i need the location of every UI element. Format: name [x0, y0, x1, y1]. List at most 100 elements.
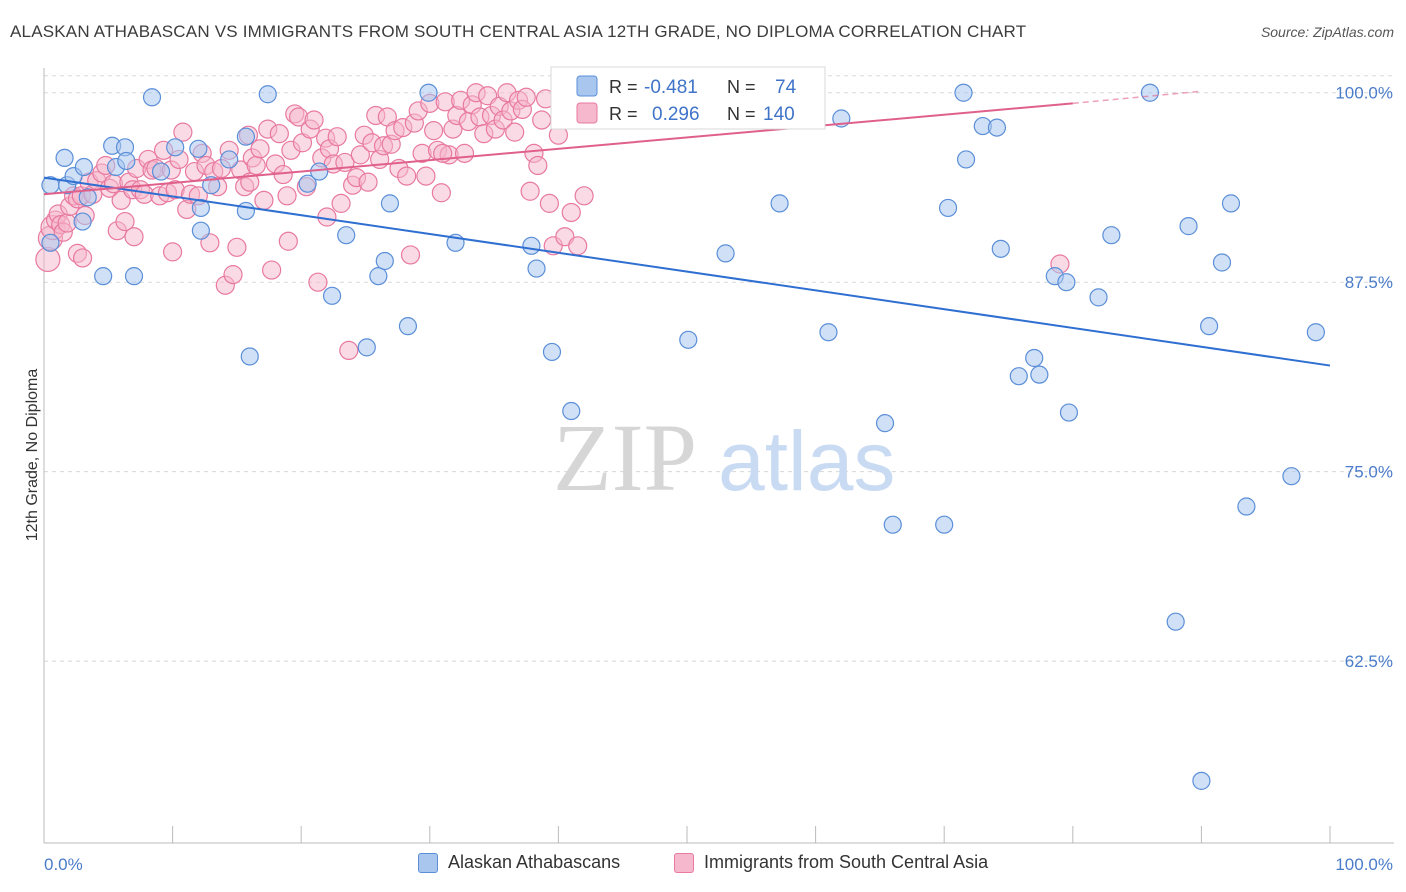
scatter-point-athabascans — [189, 139, 208, 158]
scatter-point-athabascans — [1221, 194, 1241, 213]
scatter-point-immigrants — [115, 211, 135, 232]
legend-r-value: -0.481 — [644, 77, 698, 98]
scatter-point-athabascans — [1025, 348, 1044, 368]
scatter-point-immigrants — [223, 265, 243, 285]
scatter-point-athabascans — [357, 338, 376, 357]
scatter-point-athabascans — [55, 148, 74, 168]
y-tick-label: 75.0% — [1345, 463, 1393, 482]
scatter-point-athabascans — [419, 83, 438, 102]
legend-bottom: Alaskan Athabascans Immigrants from Sout… — [0, 852, 1406, 878]
scatter-point-immigrants — [454, 143, 475, 163]
scatter-point-athabascans — [1282, 467, 1301, 486]
scatter-point-immigrants — [561, 202, 581, 223]
scatter-point-immigrants — [516, 87, 536, 107]
scatter-point-athabascans — [1140, 83, 1160, 102]
legend-label: Alaskan Athabascans — [448, 852, 621, 872]
scatter-point-immigrants — [339, 340, 359, 361]
scatter-point-immigrants — [431, 183, 451, 203]
scatter-point-immigrants — [539, 193, 559, 213]
scatter-point-immigrants — [163, 242, 183, 262]
legend-item-athabascans: Alaskan Athabascans — [418, 852, 620, 873]
watermark: ZIP atlas — [553, 404, 895, 511]
x-tick-label: 0.0% — [44, 855, 83, 874]
scatter-point-athabascans — [935, 515, 954, 534]
scatter-point-immigrants — [262, 260, 282, 280]
scatter-point-athabascans — [1089, 288, 1108, 307]
scatter-point-immigrants — [400, 245, 421, 265]
scatter-point-immigrants — [269, 124, 289, 144]
scatter-point-athabascans — [716, 244, 735, 263]
legend-item-immigrants: Immigrants from South Central Asia — [674, 852, 988, 873]
scatter-point-athabascans — [679, 330, 698, 349]
scatter-point-athabascans — [562, 401, 581, 421]
scatter-point-athabascans — [398, 317, 418, 336]
scatter-point-athabascans — [938, 198, 958, 218]
legend-label: Immigrants from South Central Asia — [704, 852, 989, 872]
scatter-point-athabascans — [1057, 273, 1076, 292]
y-tick-label: 87.5% — [1345, 273, 1393, 292]
scatter-point-athabascans — [94, 267, 113, 286]
scatter-point-athabascans — [819, 323, 838, 342]
scatter-point-athabascans — [166, 138, 185, 157]
watermark-atlas: atlas — [718, 414, 895, 508]
scatter-point-immigrants — [568, 236, 588, 256]
scatter-point-immigrants — [250, 139, 270, 159]
scatter-point-immigrants — [304, 110, 324, 130]
x-tick-label: 100.0% — [1335, 855, 1393, 874]
trend-line-immigrants — [43, 102, 1073, 196]
scatter-point-athabascans — [883, 515, 902, 534]
legend-r-label: R = — [609, 104, 638, 124]
scatter-point-athabascans — [1306, 323, 1325, 342]
legend-n-value: 74 — [775, 77, 797, 98]
scatter-point-athabascans — [527, 259, 546, 278]
scatter-point-immigrants — [505, 122, 525, 142]
scatter-point-athabascans — [73, 212, 92, 231]
scatter-point-immigrants — [227, 237, 247, 257]
scatter-point-immigrants — [358, 172, 378, 192]
scatter-point-athabascans — [1192, 771, 1211, 790]
chart-source: Source: ZipAtlas.com — [1260, 24, 1394, 40]
scatter-point-immigrants — [173, 122, 193, 142]
scatter-point-athabascans — [202, 176, 221, 195]
y-axis-label: 12th Grade, No Diploma — [24, 369, 41, 542]
scatter-point-immigrants — [350, 145, 370, 165]
trend-lines — [43, 90, 1331, 367]
scatter-point-athabascans — [770, 194, 789, 213]
trend-line-athabascans — [43, 176, 1331, 367]
scatter-point-athabascans — [78, 188, 97, 207]
legend-n-label: N = — [727, 77, 756, 97]
scatter-point-athabascans — [240, 347, 259, 366]
scatter-point-immigrants — [532, 110, 552, 130]
scatter-point-athabascans — [875, 414, 895, 433]
legend-n-value: 140 — [763, 104, 795, 125]
scatter-point-immigrants — [331, 193, 351, 213]
scatter-point-immigrants — [277, 186, 297, 206]
scatter-point-athabascans — [41, 233, 60, 252]
scatter-point-athabascans — [142, 88, 162, 107]
scatter-point-athabascans — [191, 198, 210, 218]
scatter-point-immigrants — [240, 172, 260, 192]
scatter-point-athabascans — [522, 236, 541, 255]
scatter-point-athabascans — [1059, 403, 1079, 422]
scatter-point-immigrants — [520, 181, 540, 201]
scatter-point-immigrants — [308, 272, 328, 292]
scatter-point-immigrants — [317, 207, 337, 227]
tick-labels: 62.5% 75.0% 87.5% 100.0% 0.0% 100.0% — [44, 84, 1393, 874]
legend-top: R = -0.481 N = 74 R = 0.296 N = 140 — [550, 66, 826, 130]
scatter-point-athabascans — [375, 251, 394, 271]
scatter-point-immigrants — [327, 127, 347, 147]
scatter-point-athabascans — [74, 157, 93, 177]
scatter-point-athabascans — [1030, 365, 1049, 384]
scatter-point-athabascans — [298, 174, 317, 193]
trend-line-immigrants-extension — [1072, 90, 1202, 105]
scatter-point-immigrants — [424, 121, 444, 141]
legend-swatch-blue — [576, 75, 598, 97]
series-athabascans-points — [41, 83, 1325, 790]
scatter-point-athabascans — [220, 150, 239, 169]
scatter-point-immigrants — [254, 190, 274, 210]
scatter-point-immigrants — [416, 166, 436, 186]
scatter-point-athabascans — [191, 221, 210, 240]
scatter-point-immigrants — [124, 227, 144, 247]
scatter-point-athabascans — [117, 151, 136, 171]
scatter-point-athabascans — [1009, 367, 1028, 386]
